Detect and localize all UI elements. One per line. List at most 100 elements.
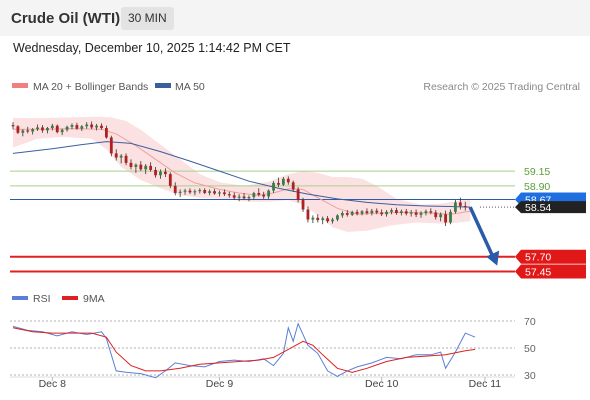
candle-body bbox=[16, 126, 20, 133]
candle-body bbox=[365, 211, 369, 214]
candle-body bbox=[173, 185, 177, 193]
candle bbox=[55, 124, 59, 134]
candle-body bbox=[144, 165, 148, 170]
candle-body bbox=[340, 213, 344, 216]
candle-body bbox=[119, 155, 123, 158]
candle-body bbox=[454, 202, 457, 212]
candle-body bbox=[26, 130, 30, 132]
x-tick-label: Dec 9 bbox=[206, 378, 234, 390]
candle-body bbox=[257, 192, 261, 195]
candle-body bbox=[336, 215, 339, 220]
candle-body bbox=[306, 209, 310, 220]
candle bbox=[70, 123, 74, 130]
candle bbox=[306, 206, 310, 223]
candle-body bbox=[404, 211, 408, 214]
candle bbox=[311, 215, 315, 224]
candle-body bbox=[65, 126, 69, 130]
candle-body bbox=[124, 155, 128, 163]
rsi-level-label: 30 bbox=[524, 370, 536, 382]
candle bbox=[449, 209, 452, 225]
candle bbox=[144, 164, 148, 175]
resistance-label: 59.15 bbox=[524, 166, 550, 178]
candle bbox=[360, 210, 364, 216]
candle-body bbox=[414, 212, 418, 215]
support-label: 57.45 bbox=[525, 266, 551, 278]
candle bbox=[434, 210, 438, 220]
candle-body bbox=[380, 212, 384, 215]
candle bbox=[355, 209, 359, 216]
candle bbox=[237, 194, 241, 202]
candle-body bbox=[60, 129, 64, 133]
candle-body bbox=[267, 190, 271, 197]
candle bbox=[75, 122, 79, 130]
candle bbox=[296, 187, 300, 203]
candle-body bbox=[193, 191, 197, 193]
candle-body bbox=[85, 124, 89, 127]
candle bbox=[350, 210, 354, 216]
rsi-ma-line bbox=[12, 327, 476, 373]
candle-body bbox=[208, 191, 212, 193]
candle-body bbox=[80, 126, 84, 129]
candle bbox=[213, 188, 216, 195]
candle bbox=[109, 135, 113, 157]
candle bbox=[242, 192, 246, 201]
candle bbox=[395, 207, 398, 215]
candle-body bbox=[11, 125, 15, 127]
candle bbox=[114, 149, 118, 161]
last-price-tag bbox=[515, 201, 586, 214]
candle-body bbox=[291, 182, 295, 190]
candle bbox=[208, 189, 212, 196]
candle bbox=[50, 123, 54, 131]
candle bbox=[458, 197, 462, 210]
candle-body bbox=[109, 137, 113, 154]
candle bbox=[193, 189, 197, 196]
copyright-credit: Research © 2025 Trading Central bbox=[423, 81, 580, 93]
candle-body bbox=[227, 194, 231, 196]
candle bbox=[247, 195, 251, 202]
candle bbox=[188, 188, 192, 195]
candle bbox=[178, 189, 182, 198]
candle-body bbox=[316, 217, 320, 221]
ma50-line bbox=[12, 141, 471, 208]
candle bbox=[262, 191, 266, 199]
ma50-legend-label: MA 50 bbox=[175, 81, 205, 93]
candle bbox=[316, 214, 320, 223]
candle-body bbox=[222, 192, 226, 195]
chart-datetime: Wednesday, December 10, 2025 1:14:42 PM … bbox=[13, 41, 291, 55]
candle bbox=[409, 210, 413, 217]
candle bbox=[159, 169, 162, 179]
forecast-arrow-shaft bbox=[468, 206, 496, 261]
rsi-legend: RSI 9MA bbox=[12, 293, 105, 305]
candle bbox=[11, 122, 15, 130]
candle bbox=[163, 168, 167, 178]
support-tag bbox=[515, 264, 586, 279]
candle bbox=[257, 188, 261, 197]
candle bbox=[21, 129, 25, 137]
ma20-legend-label: MA 20 + Bollinger Bands bbox=[33, 81, 148, 93]
candle bbox=[26, 126, 30, 134]
rsi-level-label: 50 bbox=[524, 343, 536, 355]
candle bbox=[124, 153, 128, 166]
candle bbox=[149, 162, 153, 172]
candle-body bbox=[50, 125, 54, 129]
candle-body bbox=[21, 130, 25, 133]
candle bbox=[419, 211, 423, 218]
rsi-legend-label: RSI bbox=[33, 293, 51, 305]
support-tag bbox=[515, 249, 586, 264]
candle bbox=[95, 123, 98, 131]
timeframe-button[interactable]: 30 MIN bbox=[121, 7, 174, 30]
candle-body bbox=[41, 127, 44, 131]
candle bbox=[414, 209, 418, 218]
candle bbox=[100, 123, 103, 130]
support-label: 57.70 bbox=[525, 252, 551, 264]
candle-body bbox=[326, 218, 330, 222]
candle-body bbox=[429, 211, 433, 213]
candle-body bbox=[70, 125, 74, 127]
candle-body bbox=[424, 211, 428, 214]
candle-body bbox=[311, 217, 315, 220]
candle bbox=[336, 214, 339, 222]
candle bbox=[80, 125, 84, 131]
candle-body bbox=[281, 178, 285, 185]
candle-body bbox=[237, 196, 241, 198]
candle-body bbox=[463, 205, 467, 208]
